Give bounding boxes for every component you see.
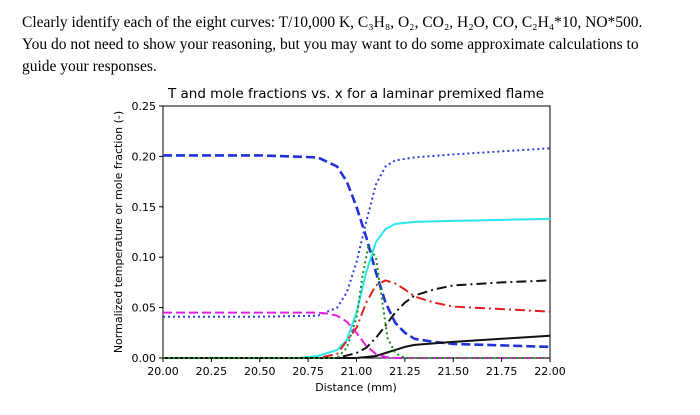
y-tick-label: 0.25 xyxy=(132,100,157,113)
x-tick-label: 20.75 xyxy=(292,365,324,378)
x-tick-label: 21.00 xyxy=(341,365,373,378)
question-line-3: guide your responses. xyxy=(22,58,157,75)
y-tick-label: 0.20 xyxy=(132,150,157,163)
x-tick-label: 20.50 xyxy=(244,365,276,378)
question-line-2: You do not need to show your reasoning, … xyxy=(22,36,639,53)
question-text: Clearly identify each of the eight curve… xyxy=(22,12,692,78)
series-line-6 xyxy=(163,334,551,359)
x-axis-ticks: 20.00 20.25 20.50 20.75 21.00 21.25 21.50 21.75… xyxy=(147,358,566,378)
series-line-8 xyxy=(163,246,550,359)
series-line-3 xyxy=(163,217,551,359)
series-layer xyxy=(163,147,551,359)
y-tick-label: 0.10 xyxy=(132,251,157,264)
chart-title: T and mole fractions vs. x for a laminar… xyxy=(167,86,544,102)
x-tick-label: 22.00 xyxy=(534,365,566,378)
x-tick-label: 20.00 xyxy=(147,365,179,378)
x-tick-label: 21.50 xyxy=(438,365,470,378)
y-tick-label: 0.15 xyxy=(132,201,157,214)
x-axis-label: Distance (mm) xyxy=(315,381,397,394)
series-line-7 xyxy=(163,311,550,359)
y-tick-label: 0.00 xyxy=(132,352,157,365)
x-tick-label: 21.75 xyxy=(486,365,518,378)
series-line-2 xyxy=(163,147,551,318)
question-line-1: Clearly identify each of the eight curve… xyxy=(22,14,643,31)
x-tick-label: 21.25 xyxy=(389,365,421,378)
series-line-1 xyxy=(163,154,551,349)
y-axis-label: Normalized temperature or mole fraction … xyxy=(112,111,125,353)
series-line-5 xyxy=(163,279,551,359)
series-line-4 xyxy=(163,279,551,359)
y-axis-ticks: 0.00 0.05 0.10 0.15 0.20 0.25 xyxy=(132,100,163,365)
plot-area-frame xyxy=(162,105,551,359)
x-tick-label: 20.25 xyxy=(196,365,228,378)
y-tick-label: 0.05 xyxy=(132,302,157,315)
